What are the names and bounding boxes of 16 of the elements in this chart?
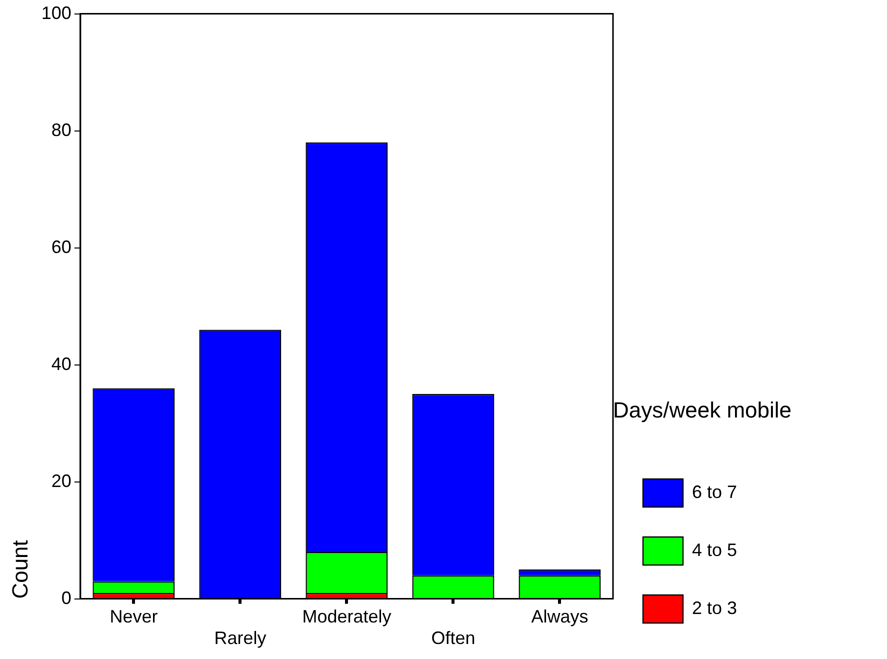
legend-title: Days/week mobile — [613, 398, 792, 423]
y-tick-label: 20 — [51, 470, 72, 491]
x-tick-label: Rarely — [214, 628, 266, 648]
x-tick-label: Moderately — [302, 606, 392, 627]
x-tick-label: Often — [431, 628, 476, 648]
y-tick-label: 40 — [51, 354, 72, 374]
y-tick-label: 0 — [61, 588, 72, 608]
y-tick-label: 80 — [51, 120, 72, 140]
y-tick-label: 60 — [51, 236, 72, 257]
legend-label: 4 to 5 — [692, 540, 738, 560]
y-axis-title: Count — [7, 540, 32, 599]
y-tick-label: 100 — [41, 2, 72, 23]
x-tick-label: Never — [110, 606, 158, 627]
legend-label: 2 to 3 — [692, 598, 738, 618]
legend-label: 6 to 7 — [692, 482, 738, 502]
x-tick-label: Always — [531, 606, 588, 627]
